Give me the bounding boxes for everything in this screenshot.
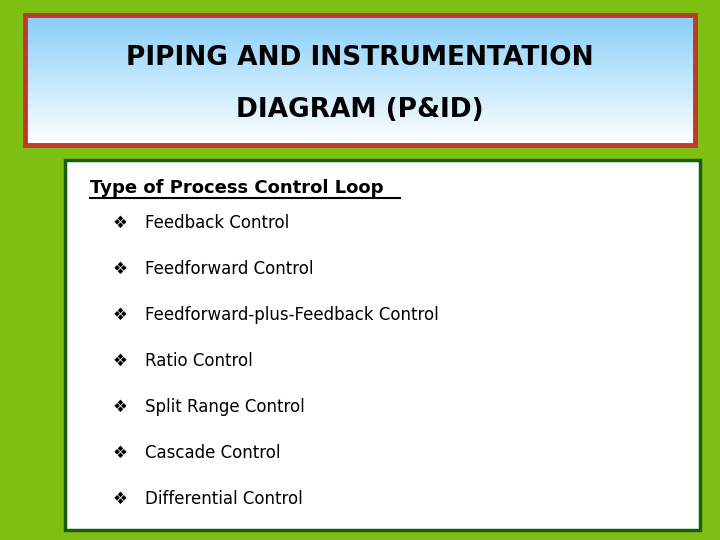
Text: Feedforward Control: Feedforward Control [145,260,313,278]
Text: ❖: ❖ [112,490,127,508]
Text: ❖: ❖ [112,444,127,462]
Text: PIPING AND INSTRUMENTATION: PIPING AND INSTRUMENTATION [126,45,594,71]
Text: Cascade Control: Cascade Control [145,444,281,462]
Text: Split Range Control: Split Range Control [145,398,305,416]
Text: Feedforward-plus-Feedback Control: Feedforward-plus-Feedback Control [145,306,438,324]
Text: Differential Control: Differential Control [145,490,302,508]
Text: Type of Process Control Loop: Type of Process Control Loop [90,179,384,197]
Text: ❖: ❖ [112,214,127,232]
Text: ❖: ❖ [112,306,127,324]
Text: Ratio Control: Ratio Control [145,352,253,370]
Text: DIAGRAM (P&ID): DIAGRAM (P&ID) [236,97,484,123]
FancyBboxPatch shape [65,160,700,530]
Text: ❖: ❖ [112,260,127,278]
Text: ❖: ❖ [112,398,127,416]
Text: Feedback Control: Feedback Control [145,214,289,232]
Text: ❖: ❖ [112,352,127,370]
